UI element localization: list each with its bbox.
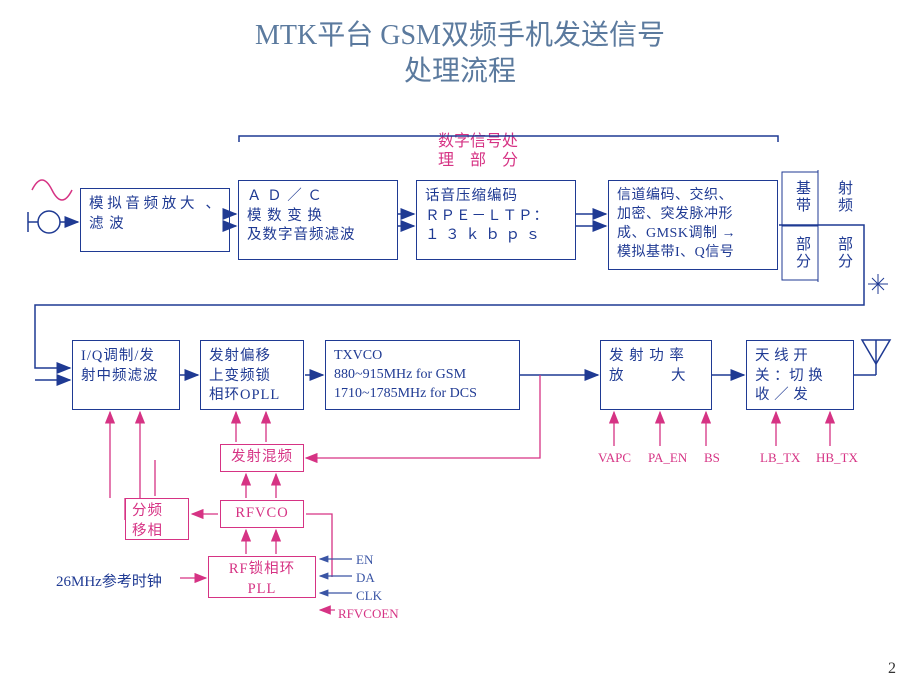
diagram-svg [0, 0, 920, 690]
